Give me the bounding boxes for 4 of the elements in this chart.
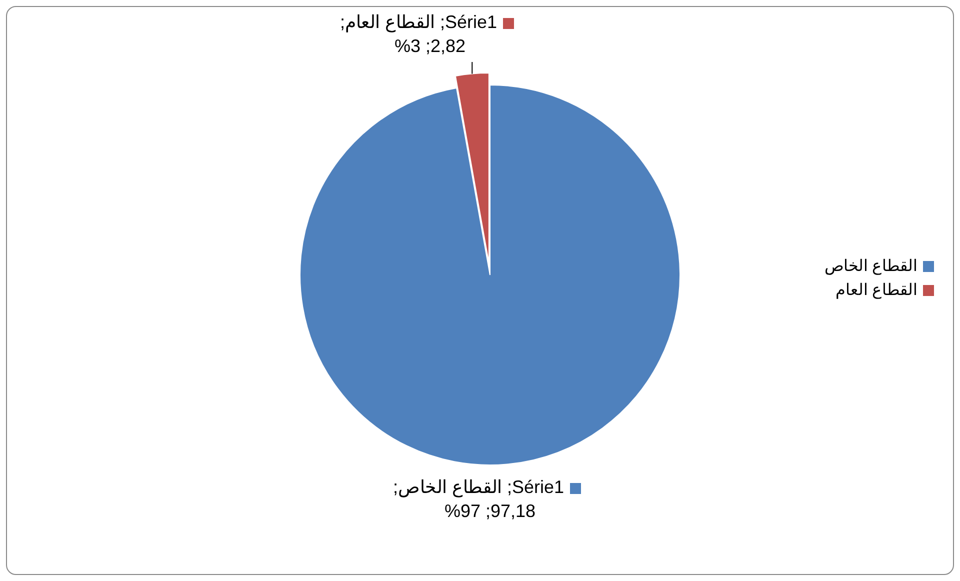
data-label: Série1; القطاع الخاص; 97,18; 97% (392, 477, 564, 521)
legend-label: القطاع الخاص (824, 258, 917, 275)
data-label: Série1; القطاع العام; 2,82; 3% (340, 12, 498, 56)
legend-label: القطاع العام (836, 282, 917, 299)
